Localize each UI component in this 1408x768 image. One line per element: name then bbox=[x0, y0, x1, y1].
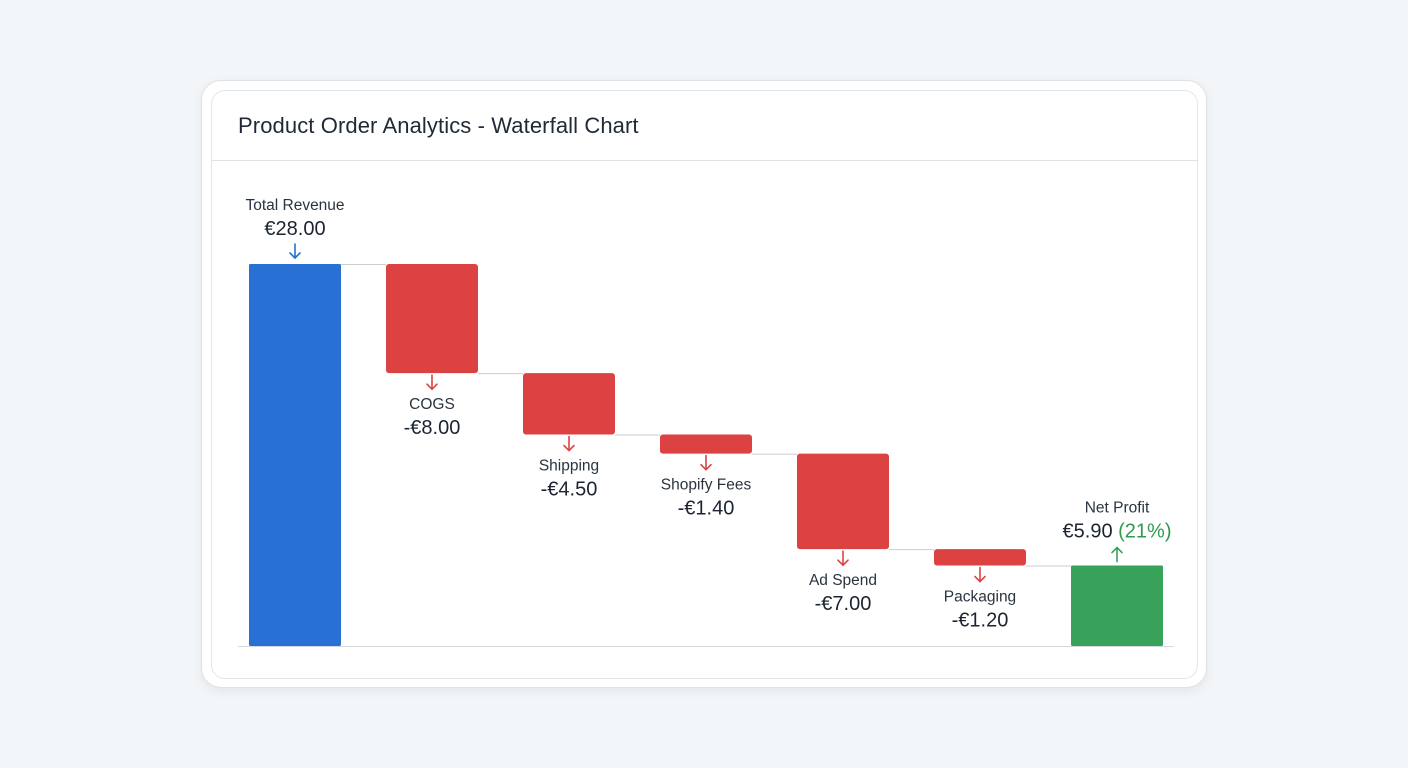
labels: Total Revenue €28.00 COGS -€8.00 Shipping -€4… bbox=[245, 197, 1171, 632]
connector-lines bbox=[341, 264, 1071, 567]
value-label-total-revenue: €28.00 bbox=[264, 218, 325, 240]
bar-net-profit[interactable] bbox=[1071, 565, 1163, 646]
category-label-ad-spend: Ad Spend bbox=[809, 572, 877, 589]
category-label-net-profit: Net Profit bbox=[1085, 500, 1150, 517]
card-header: Product Order Analytics - Waterfall Char… bbox=[212, 91, 1197, 161]
bar-shipping[interactable] bbox=[523, 373, 615, 435]
value-label-ad-spend: -€7.00 bbox=[815, 593, 872, 615]
bar-shopify-fees[interactable] bbox=[660, 434, 752, 454]
category-label-packaging: Packaging bbox=[944, 589, 1016, 606]
bar-total-revenue[interactable] bbox=[249, 264, 341, 646]
category-label-shopify-fees: Shopify Fees bbox=[661, 477, 752, 494]
bars bbox=[249, 264, 1163, 646]
value-label-shopify-fees: -€1.40 bbox=[678, 498, 735, 520]
chart-card: Product Order Analytics - Waterfall Char… bbox=[201, 80, 1207, 688]
bar-ad-spend[interactable] bbox=[797, 453, 889, 550]
arrow-down-icon bbox=[974, 566, 986, 583]
page-title: Product Order Analytics - Waterfall Char… bbox=[238, 113, 639, 138]
arrow-down-icon bbox=[700, 454, 712, 471]
category-label-shipping: Shipping bbox=[539, 458, 599, 475]
arrow-down-icon bbox=[289, 243, 301, 259]
arrow-down-icon bbox=[563, 435, 575, 452]
category-label-cogs: COGS bbox=[409, 396, 455, 413]
value-label-packaging: -€1.20 bbox=[952, 610, 1009, 632]
waterfall-chart: Total Revenue €28.00 COGS -€8.00 Shipping -€4… bbox=[238, 197, 1174, 647]
value-label-shipping: -€4.50 bbox=[541, 479, 598, 501]
bar-packaging[interactable] bbox=[934, 549, 1026, 566]
value-label-net-profit: €5.90 (21%) bbox=[1063, 521, 1172, 543]
arrow-down-icon bbox=[426, 374, 438, 390]
value-label-cogs: -€8.00 bbox=[404, 417, 461, 439]
chart-panel: Product Order Analytics - Waterfall Char… bbox=[211, 90, 1198, 679]
profit-margin: (21%) bbox=[1118, 521, 1171, 543]
arrows bbox=[289, 243, 1123, 583]
category-label-total-revenue: Total Revenue bbox=[245, 197, 344, 214]
arrow-down-icon bbox=[837, 550, 849, 566]
arrow-up-icon bbox=[1111, 546, 1123, 563]
bar-cogs[interactable] bbox=[386, 264, 478, 374]
